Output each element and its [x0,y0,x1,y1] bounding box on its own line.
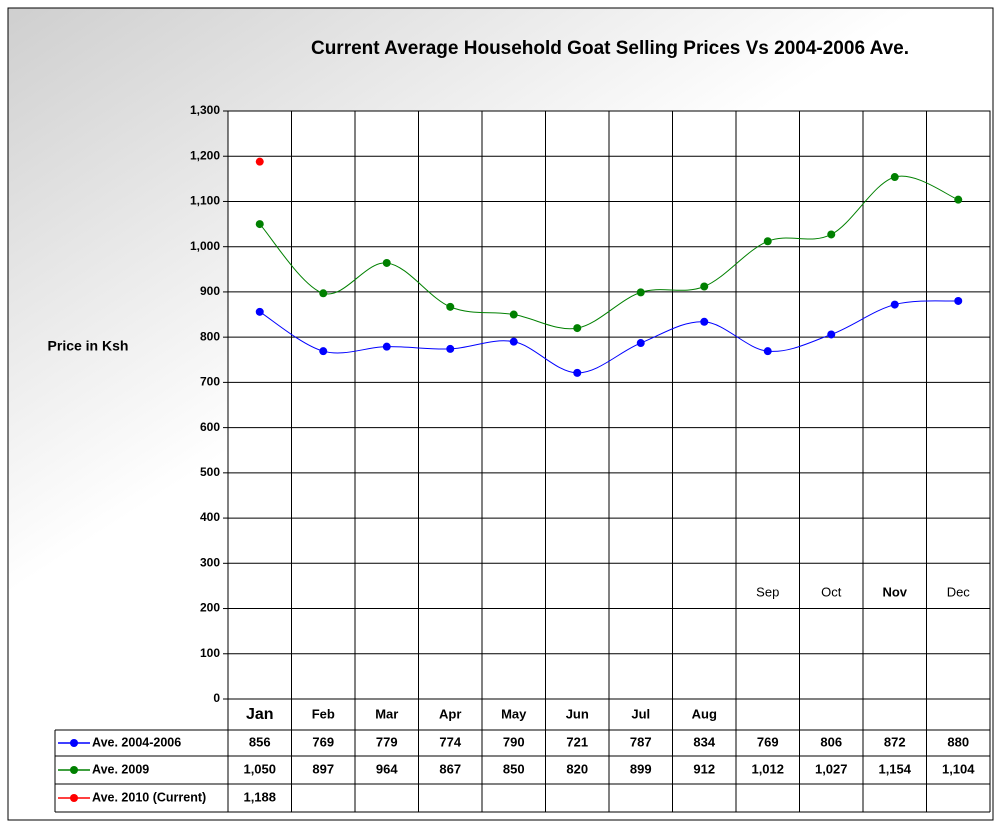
data-point [255,307,264,316]
data-point [573,368,582,377]
table-value: 1,050 [243,761,276,776]
legend-label: Ave. 2004-2006 [92,735,181,749]
data-point [573,324,582,333]
table-value: 1,012 [751,761,784,776]
table-value: 834 [693,734,715,749]
y-tick-label: 900 [200,284,220,298]
x-tick-label: Aug [692,706,717,721]
table-value: 897 [312,761,334,776]
legend-label: Ave. 2010 (Current) [92,790,206,804]
data-point [446,302,455,311]
x-tick-label: Oct [821,584,842,599]
x-tick-label: May [501,706,527,721]
table-value: 820 [566,761,588,776]
x-tick-label: Apr [439,706,461,721]
data-point [700,282,709,291]
data-point [763,237,772,246]
series-line [259,300,959,374]
data-point [763,347,772,356]
table-value: 964 [376,761,398,776]
data-point [509,337,518,346]
data-point [954,296,963,305]
table-value: 787 [630,734,652,749]
data-point [827,230,836,239]
series-line [259,175,959,330]
data-point [319,347,328,356]
data-point [509,310,518,319]
table-value: 856 [249,734,271,749]
x-tick-label: Mar [375,706,398,721]
table-value: 769 [312,734,334,749]
table-value: 721 [566,734,588,749]
y-tick-label: 1,100 [190,194,220,208]
data-point [255,157,264,166]
y-tick-label: 600 [200,420,220,434]
x-tick-label: Feb [312,706,335,721]
table-value: 769 [757,734,779,749]
table-value: 880 [947,734,969,749]
y-tick-label: 400 [200,510,220,524]
x-tick-label: Jan [246,706,274,723]
x-tick-label: Sep [756,584,779,599]
data-point [382,258,391,267]
x-tick-label: Nov [882,584,907,599]
table-value: 1,154 [878,761,911,776]
table-value: 1,188 [243,789,276,804]
data-point [954,195,963,204]
legend-marker [70,794,78,802]
chart-title: Current Average Household Goat Selling P… [311,38,909,59]
table-value: 1,027 [815,761,848,776]
y-tick-label: 800 [200,329,220,343]
legend-marker [70,739,78,747]
data-point [319,289,328,298]
y-tick-label: 500 [200,465,220,479]
table-value: 912 [693,761,715,776]
y-tick-label: 1,300 [190,103,220,117]
x-tick-label: Jun [566,706,589,721]
y-tick-label: 0 [213,691,220,705]
legend-marker [70,766,78,774]
table-value: 774 [439,734,461,749]
y-tick-label: 300 [200,555,220,569]
data-point [255,220,264,229]
y-tick-label: 700 [200,375,220,389]
data-point [890,173,899,182]
y-tick-label: 1,200 [190,148,220,162]
table-value: 790 [503,734,525,749]
data-point [446,344,455,353]
y-tick-label: 100 [200,646,220,660]
data-point [700,317,709,326]
table-value: 899 [630,761,652,776]
table-value: 1,104 [942,761,975,776]
legend-label: Ave. 2009 [92,762,149,776]
table-value: 872 [884,734,906,749]
data-point [636,339,645,348]
table-value: 779 [376,734,398,749]
data-point [827,330,836,339]
x-tick-label: Dec [947,584,971,599]
table-value: 867 [439,761,461,776]
y-tick-label: 200 [200,601,220,615]
x-tick-label: Jul [631,706,650,721]
y-axis-label: Price in Ksh [48,338,129,354]
table-value: 850 [503,761,525,776]
table-value: 806 [820,734,842,749]
data-point [382,342,391,351]
data-point [636,288,645,297]
y-tick-label: 1,000 [190,239,220,253]
data-point [890,300,899,309]
